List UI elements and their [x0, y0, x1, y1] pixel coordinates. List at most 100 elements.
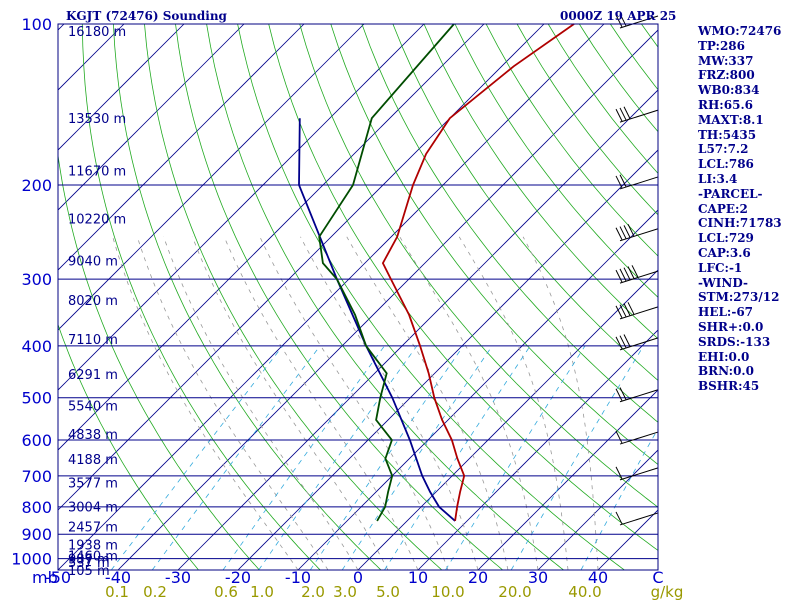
isotherm-line	[177, 89, 658, 570]
isotherm-line	[537, 449, 658, 570]
mixing-ratio-label: 0.2	[143, 583, 167, 600]
wind-barb-staff	[619, 15, 659, 29]
isotherm-line	[58, 24, 425, 391]
index-row: MW:337	[698, 53, 754, 68]
wind-barb-flag	[615, 305, 623, 319]
index-row: CAP:3.6	[698, 245, 751, 260]
isotherm-line	[58, 24, 245, 211]
wind-barb-flag	[619, 387, 627, 400]
wind-barb	[615, 511, 659, 526]
height-label: 9040 m	[68, 255, 118, 270]
index-row: LCL:786	[698, 157, 754, 172]
wind-barb-flag	[619, 107, 627, 121]
wind-barb-staff	[619, 467, 659, 481]
mixing-ratio-line	[151, 345, 321, 570]
wind-barb	[615, 302, 659, 320]
index-row: TP:286	[698, 38, 746, 53]
wind-barb-flag	[623, 334, 631, 347]
height-label: 105 m	[68, 564, 110, 579]
wind-barb	[615, 174, 659, 190]
temperature-tick-label: C	[652, 568, 663, 587]
dry-adiabat-line	[392, 24, 658, 381]
dry-adiabat-line	[330, 24, 658, 466]
temperature-tick-label: 0	[353, 568, 363, 587]
temperature-tick-label: -40	[105, 568, 131, 587]
wind-barb-flag	[615, 511, 623, 525]
temperature-tick-label: 30	[528, 568, 548, 587]
wind-barb-staff	[619, 176, 659, 190]
height-label: 11670 m	[68, 165, 126, 180]
pressure-tick-label: 600	[21, 431, 52, 450]
temperature-tick-label: -50	[45, 568, 71, 587]
dry-adiabat-line	[206, 24, 564, 570]
height-label: 4838 m	[68, 428, 118, 443]
index-row: SRDS:-133	[698, 334, 771, 349]
wind-barb-flag	[623, 267, 631, 280]
index-row: MAXT:8.1	[698, 112, 764, 127]
temperature-tick-label: 10	[408, 568, 428, 587]
moist-adiabat-line	[136, 236, 329, 570]
wind-barb-flag	[619, 335, 627, 348]
index-row: EHI:0.0	[698, 349, 750, 364]
mixing-ratio-line	[445, 345, 586, 570]
sounding-profiles	[318, 23, 575, 522]
wind-barb-flag	[619, 174, 627, 187]
isotherm-line	[58, 24, 485, 451]
temperature-tick-label: -30	[165, 568, 191, 587]
wind-barb-flag	[615, 269, 623, 283]
dry-adiabat-line	[485, 24, 658, 257]
wind-barb-staff	[619, 389, 659, 403]
index-row: LI:3.4	[698, 171, 738, 186]
pressure-tick-label: 300	[21, 270, 52, 289]
index-row: LFC:-1	[698, 260, 743, 275]
mixing-ratio-label: g/kg	[651, 583, 684, 600]
isotherm-line	[357, 269, 658, 570]
wind-barb-flag	[627, 302, 635, 315]
moist-adiabat-line	[163, 236, 359, 570]
wind-barb-flag	[615, 430, 623, 444]
wind-barb	[615, 466, 659, 481]
height-label: 4188 m	[68, 453, 118, 468]
wind-barb-flag	[619, 304, 627, 317]
height-label: 13530 m	[68, 112, 126, 127]
mixing-ratio-line	[309, 345, 464, 570]
wind-barb	[615, 430, 659, 445]
index-row: HEL:-67	[698, 305, 754, 320]
pressure-tick-label: 500	[21, 389, 52, 408]
height-label: 987 m	[68, 553, 110, 568]
isotherm-line	[237, 149, 658, 570]
wind-barb-flag	[615, 175, 623, 189]
wind-barb	[615, 387, 659, 403]
station-title: KGJT (72476) Sounding	[66, 9, 228, 23]
dry-adiabat-line	[81, 24, 321, 570]
isotherm-line	[58, 24, 305, 271]
moist-adiabat-line	[192, 236, 389, 570]
wind-barb-flag	[615, 388, 623, 401]
pressure-tick-label: 400	[21, 337, 52, 356]
wind-barb-flag	[619, 268, 627, 282]
isotherm-line	[477, 389, 658, 570]
wind-barb-flag	[623, 225, 631, 238]
index-row: CINH:71783	[698, 216, 782, 231]
index-row: BSHR:45	[698, 379, 760, 394]
wind-barbs	[615, 13, 659, 526]
moist-adiabat-line	[522, 236, 599, 570]
mixing-ratio-label: 0.1	[105, 583, 129, 600]
pressure-unit-label: mb	[32, 568, 58, 587]
wind-barb-flag	[631, 265, 639, 278]
dry-adiabat-line	[113, 24, 382, 570]
wind-barb-flag	[619, 226, 627, 239]
dry-adiabat-line	[58, 323, 199, 570]
mixing-ratio-label: 0.6	[214, 583, 238, 600]
height-label: 7110 m	[68, 333, 118, 348]
pressure-tick-label: 700	[21, 467, 52, 486]
isotherm-line	[58, 24, 365, 331]
pressure-tick-label: 100	[21, 15, 52, 34]
height-label: 16180 m	[68, 25, 126, 40]
mixing-ratio-line	[384, 345, 531, 570]
dry-adiabat-line	[454, 24, 658, 298]
background-grid	[58, 24, 658, 570]
indices-panel: WMO:72476 TP:286 MW:337 FRZ:800 WB0:834 RH:65…	[698, 24, 798, 394]
height-label: 537 m	[68, 556, 110, 571]
dry-adiabat-line	[299, 24, 658, 508]
